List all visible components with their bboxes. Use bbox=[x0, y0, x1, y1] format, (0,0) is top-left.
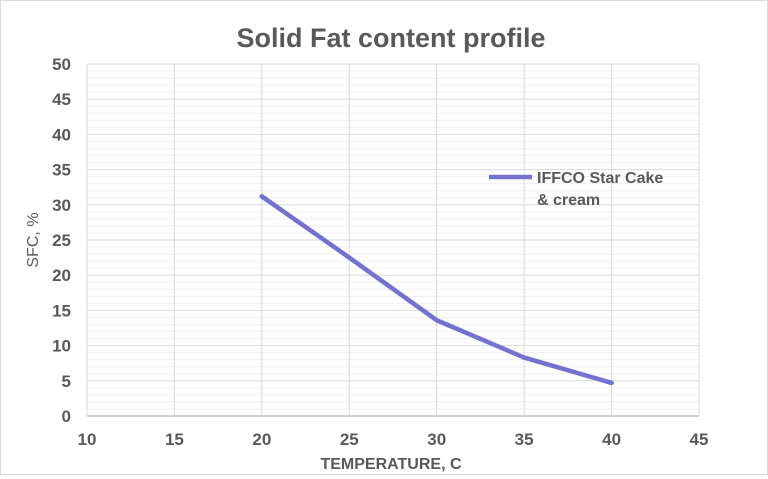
y-tick-label: 0 bbox=[62, 407, 71, 426]
x-tick-label: 15 bbox=[165, 430, 184, 449]
legend-label: & cream bbox=[537, 192, 600, 209]
x-axis-label: TEMPERATURE, C bbox=[320, 456, 461, 473]
legend: IFFCO Star Cake & cream bbox=[489, 170, 663, 209]
data-point bbox=[521, 355, 527, 360]
y-tick-label: 5 bbox=[62, 372, 71, 391]
y-tick-label: 10 bbox=[52, 337, 71, 356]
data-point bbox=[347, 255, 352, 260]
data-point bbox=[434, 318, 439, 323]
y-tick-label: 35 bbox=[52, 161, 71, 180]
y-tick-label: 45 bbox=[52, 90, 71, 109]
y-tick-label: 50 bbox=[52, 55, 71, 74]
legend-label: IFFCO Star Cake bbox=[537, 170, 663, 187]
y-axis-label: SFC, % bbox=[25, 212, 42, 267]
chart-title: Solid Fat content profile bbox=[237, 23, 546, 53]
x-tick-label: 25 bbox=[340, 430, 359, 449]
y-tick-label: 40 bbox=[52, 125, 71, 144]
data-point bbox=[259, 194, 265, 199]
x-tick-label: 45 bbox=[690, 430, 709, 449]
y-tick-label: 15 bbox=[52, 301, 71, 320]
x-tick-label: 40 bbox=[602, 430, 621, 449]
data-point bbox=[609, 380, 614, 386]
y-tick-label: 30 bbox=[52, 196, 71, 215]
x-tick-label: 30 bbox=[427, 430, 446, 449]
x-tick-label: 35 bbox=[515, 430, 534, 449]
y-tick-label: 25 bbox=[52, 231, 71, 250]
y-tick-label: 20 bbox=[52, 266, 71, 285]
x-tick-label: 10 bbox=[78, 430, 97, 449]
x-tick-label: 20 bbox=[252, 430, 271, 449]
